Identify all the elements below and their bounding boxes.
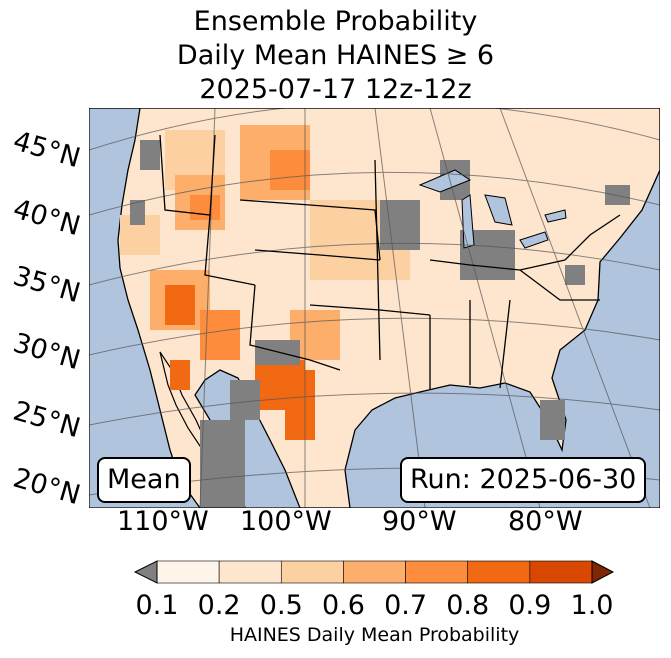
colorbar-tick-label: 1.0 [570, 590, 614, 621]
colorbar-cell [529, 560, 593, 584]
colorbar-cell [343, 560, 406, 584]
colorbar-tick-label: 0.2 [197, 590, 241, 621]
lon-label-80w: 80°W [508, 506, 583, 537]
state-borders [159, 134, 621, 390]
colorbar-tick-label: 0.1 [135, 590, 179, 621]
colorbar-cell [467, 560, 531, 584]
land-mass [89, 108, 660, 508]
colorbar-cell [280, 560, 344, 584]
title-line-2: Daily Mean HAINES ≥ 6 [176, 40, 495, 71]
title-line-3: 2025-07-17 12z-12z [199, 74, 472, 105]
colorbar-cell [156, 560, 220, 584]
colorbar-tick-label: 0.5 [259, 590, 303, 621]
colorbar-tick-label: 0.9 [508, 590, 552, 621]
stat-annotation: Mean [97, 457, 191, 503]
probability-shading [120, 125, 410, 440]
lon-label-90w: 90°W [382, 506, 457, 537]
title-line-1: Ensemble Probability [193, 6, 478, 37]
colorbar-tick-label: 0.8 [446, 590, 490, 621]
colorbar-label: HAINES Daily Mean Probability [229, 624, 520, 646]
colorbar-tick-label: 0.7 [384, 590, 428, 621]
lon-label-110w: 110°W [117, 506, 209, 537]
colorbar-cell [405, 560, 469, 584]
colorbar-under-arrow [133, 560, 158, 584]
colorbar-over-arrow [591, 560, 615, 584]
colorbar-cell [218, 560, 282, 584]
lon-label-100w: 100°W [240, 506, 332, 537]
missing-data-areas [130, 140, 630, 508]
run-annotation: Run: 2025-06-30 [400, 457, 647, 503]
colorbar-tick-label: 0.6 [321, 590, 365, 621]
